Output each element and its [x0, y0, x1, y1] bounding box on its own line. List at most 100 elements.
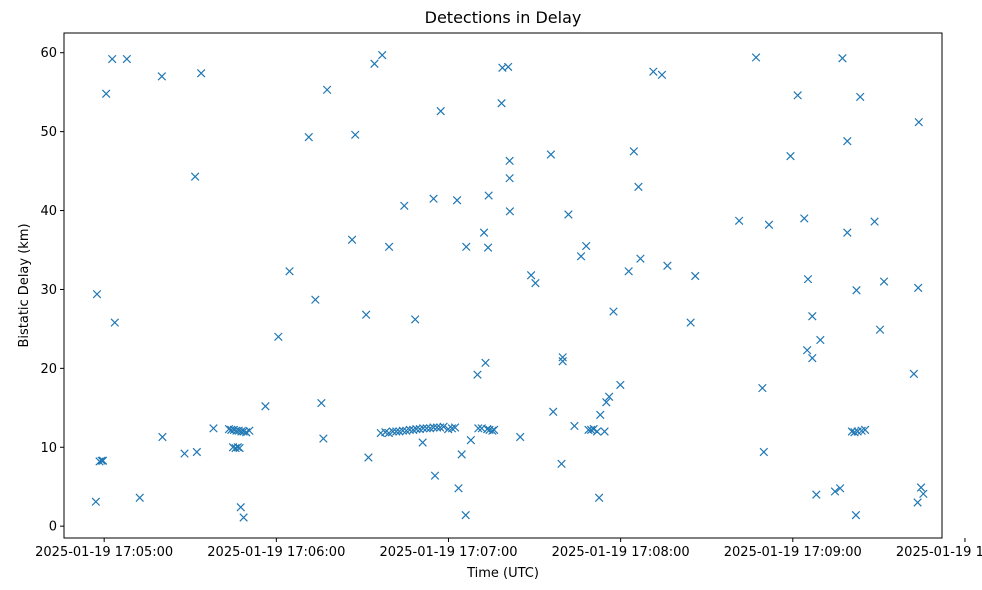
data-point: [429, 194, 438, 203]
data-point: [418, 438, 427, 447]
data-point: [489, 425, 499, 435]
data-point: [107, 54, 117, 64]
data-point: [157, 72, 167, 81]
data-point: [870, 217, 879, 226]
data-point: [261, 402, 270, 411]
data-point: [505, 156, 514, 166]
data-point: [311, 295, 320, 304]
data-point: [581, 241, 591, 251]
data-point: [450, 423, 460, 432]
data-point: [454, 484, 463, 493]
x-tick-label: 2025-01-19 17:05:00: [35, 545, 173, 560]
data-point: [398, 426, 408, 435]
data-point: [370, 59, 379, 68]
data-point: [860, 425, 870, 435]
data-point: [624, 267, 633, 276]
data-point: [558, 357, 567, 366]
data-point: [913, 283, 923, 293]
data-point: [466, 435, 476, 445]
data-point: [364, 453, 373, 462]
data-point: [377, 50, 387, 60]
data-point: [430, 471, 440, 480]
data-point: [196, 69, 206, 78]
data-point: [351, 130, 360, 140]
data-point: [400, 201, 409, 211]
data-point: [479, 228, 489, 237]
data-point: [422, 424, 431, 433]
data-point: [604, 392, 614, 401]
data-point: [600, 427, 609, 436]
data-point: [482, 424, 492, 434]
data-point: [751, 53, 761, 62]
data-point: [412, 424, 421, 434]
data-point: [850, 428, 859, 437]
x-tick-label: 2025-01-19 17:08:00: [552, 545, 690, 560]
data-point: [239, 513, 248, 522]
data-point: [786, 151, 795, 161]
data-point: [231, 443, 240, 453]
data-point: [285, 267, 294, 276]
data-point: [759, 447, 769, 457]
x-axis-label: Time (UTC): [466, 566, 539, 581]
data-point: [481, 358, 490, 368]
data-point: [657, 70, 667, 80]
data-point: [484, 191, 493, 200]
chart-title: Detections in Delay: [425, 8, 582, 27]
data-point: [808, 353, 817, 363]
data-point: [602, 398, 611, 407]
data-point: [916, 483, 926, 492]
data-point: [347, 235, 357, 244]
data-point: [503, 62, 513, 72]
data-point: [317, 398, 326, 408]
x-tick-label: 2025-01-19 17:06:00: [207, 545, 345, 560]
data-point: [843, 228, 852, 237]
data-point: [793, 91, 802, 100]
data-markers: [91, 50, 928, 522]
data-point: [835, 484, 845, 493]
data-point: [914, 117, 923, 127]
data-point: [564, 210, 573, 219]
data-point: [158, 432, 167, 442]
y-tick-label: 10: [40, 441, 57, 456]
data-point: [526, 271, 536, 280]
data-point: [800, 214, 809, 223]
data-point: [634, 182, 643, 192]
data-point: [636, 254, 645, 263]
y-tick-label: 30: [40, 283, 57, 298]
data-point: [233, 443, 243, 452]
data-point: [304, 132, 313, 142]
x-tick-label: 2025-01-19 17:10:00: [896, 545, 982, 560]
plot-frame: [63, 32, 943, 539]
data-point: [452, 196, 462, 205]
data-point: [274, 332, 283, 342]
data-point: [879, 277, 889, 286]
data-point: [209, 424, 218, 433]
data-point: [616, 380, 625, 390]
data-point: [447, 424, 457, 433]
data-point: [851, 510, 861, 520]
data-point: [558, 353, 567, 362]
data-point: [830, 487, 840, 496]
data-point: [483, 243, 493, 252]
data-point: [190, 172, 200, 181]
data-point: [802, 345, 812, 355]
data-point: [546, 150, 556, 159]
data-point: [192, 447, 202, 457]
data-point: [557, 459, 566, 469]
y-axis-label: Bistatic Delay (km): [17, 223, 32, 347]
data-point: [180, 449, 189, 458]
data-point: [764, 220, 774, 229]
data-point: [909, 369, 919, 379]
data-point: [98, 456, 108, 465]
data-point: [803, 274, 813, 284]
data-point: [236, 503, 245, 512]
data-point: [91, 497, 101, 506]
data-point: [812, 490, 821, 499]
data-point: [439, 422, 448, 431]
data-point: [429, 423, 438, 432]
data-point: [110, 318, 120, 327]
data-point: [913, 498, 922, 507]
data-point: [596, 410, 605, 420]
